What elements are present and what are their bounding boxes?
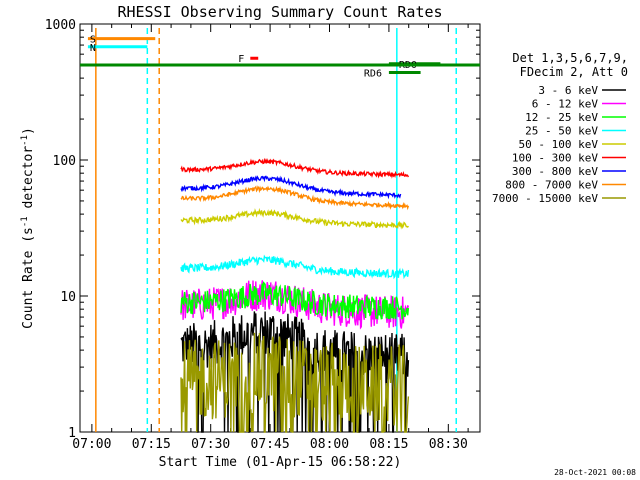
legend-label: 7000 - 15000 keV [492,192,598,205]
tick-labels: 07:00 07:15 07:30 07:45 08:00 08:15 08:30 1 10 10… [45,18,468,452]
series-line-3 [180,254,410,280]
flag-label-RD6: RD6 [364,68,382,79]
legend-label: 6 - 12 keV [532,98,599,111]
x-axis-label: Start Time (01-Apr-15 06:58:22) [159,455,402,470]
y-label-main: Count Rate (s [21,227,36,329]
y-axis-label: Count Rate (s-1 detector-1) [20,127,36,329]
series-line-5 [180,157,410,179]
y-label-sup: -1 [20,216,30,227]
legend-label: 50 - 100 keV [519,138,599,151]
x-tick-label: 07:00 [72,437,111,452]
legend-label: 100 - 300 keV [512,152,598,165]
legend-header: Det 1,3,5,6,7,9, [512,51,628,65]
axis-ticks [80,23,480,433]
flag-label-N: N [90,43,96,54]
legend-label: 3 - 6 keV [538,84,598,97]
x-tick-label: 08:30 [429,437,468,452]
chart-title: RHESSI Observing Summary Count Rates [117,3,442,21]
series-line-4 [180,207,409,230]
y-tick-label: 100 [53,154,76,169]
legend: Det 1,3,5,6,7,9,FDecim 2, Att 0 3 - 6 keV… [492,51,628,205]
legend-label: 800 - 7000 keV [505,179,598,192]
x-tick-label: 07:45 [251,437,290,452]
flag-bars: SNFRD0RD6 [80,35,480,79]
footer-date: 28-Oct-2021 00:08 [554,468,636,477]
y-label-sup2: -1 [20,135,30,146]
series-line-2 [180,281,410,320]
legend-label: 300 - 800 keV [512,165,598,178]
y-tick-label: 1 [68,426,76,441]
series-lines [180,157,410,433]
flag-label-S: S [90,35,96,46]
y-label-end: ) [21,127,36,135]
flag-label-F: F [238,54,244,65]
x-tick-label: 07:15 [132,437,171,452]
series-line-7 [180,185,410,211]
series-line-6 [180,175,402,200]
legend-label: 12 - 25 keV [525,111,598,124]
y-label-tail: detector [21,146,36,217]
x-tick-label: 07:30 [191,437,230,452]
y-tick-label: 10 [60,290,76,305]
x-tick-label: 08:15 [369,437,408,452]
legend-header: FDecim 2, Att 0 [520,65,628,79]
series-line-8 [180,332,410,433]
x-tick-label: 08:00 [310,437,349,452]
legend-label: 25 - 50 keV [525,125,598,138]
y-tick-label: 1000 [45,18,76,33]
